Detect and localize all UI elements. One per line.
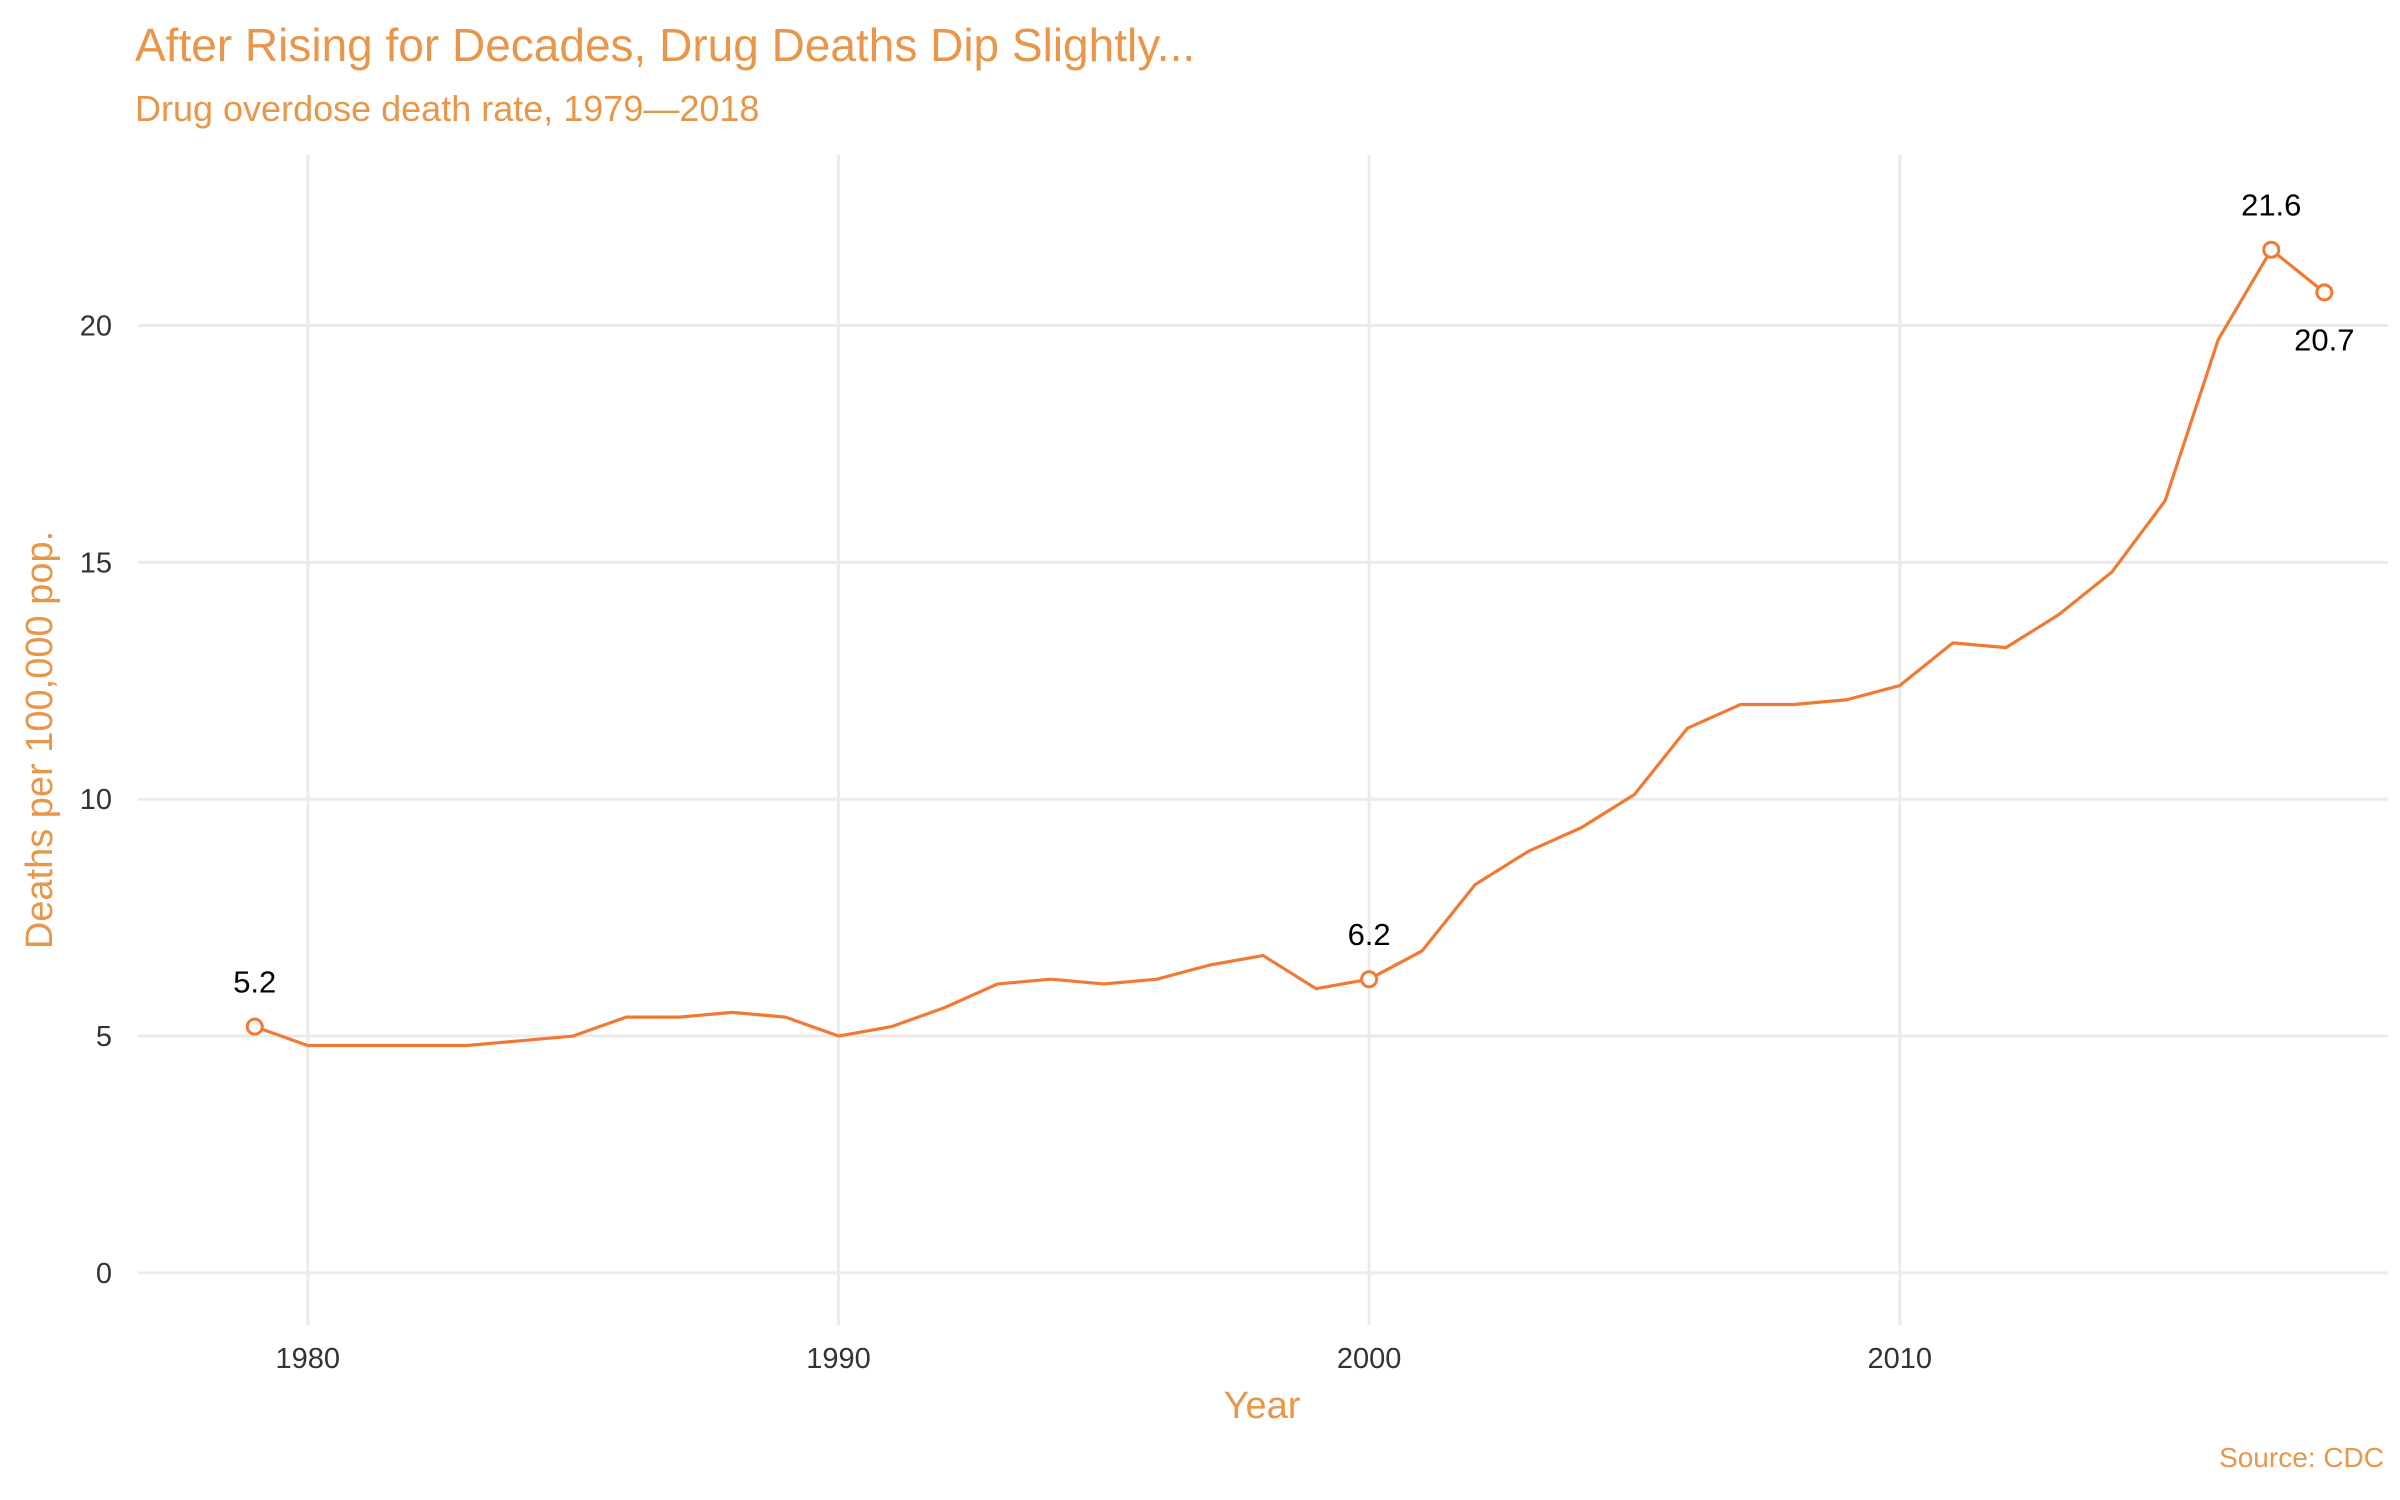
annotation-label: 21.6 xyxy=(2241,188,2301,223)
y-tick-label: 15 xyxy=(80,547,112,579)
y-tick-label: 20 xyxy=(80,311,112,343)
x-axis-title: Year xyxy=(1224,1385,1301,1427)
annotation-label: 20.7 xyxy=(2294,322,2354,357)
x-tick-label: 1980 xyxy=(276,1343,341,1375)
x-axis-ticks: 1980 1990 2000 2010 xyxy=(276,1343,1932,1375)
annotation-marker xyxy=(2315,283,2334,302)
y-axis-title: Deaths per 100,000 pop. xyxy=(19,531,61,949)
x-tick-label: 2000 xyxy=(1337,1343,1402,1375)
annotation-markers xyxy=(245,240,2334,1036)
annotation-labels: 5.2 6.2 21.6 20.7 xyxy=(233,188,2354,1000)
annotation-marker xyxy=(245,1017,264,1036)
grid-lines xyxy=(138,155,2388,1325)
chart-subtitle: Drug overdose death rate, 1979—2018 xyxy=(135,88,760,129)
x-tick-label: 1990 xyxy=(806,1343,871,1375)
x-tick-label: 2010 xyxy=(1868,1343,1933,1375)
y-tick-label: 10 xyxy=(80,784,112,816)
annotation-marker xyxy=(2262,240,2281,259)
y-tick-label: 0 xyxy=(96,1258,112,1290)
series-line xyxy=(254,248,2326,1048)
chart-title: After Rising for Decades, Drug Deaths Di… xyxy=(135,19,1196,71)
source-caption: Source: CDC xyxy=(2219,1442,2384,1473)
annotation-marker xyxy=(1360,970,1379,989)
annotation-label: 6.2 xyxy=(1348,917,1391,952)
annotation-label: 5.2 xyxy=(233,965,276,1000)
y-tick-label: 5 xyxy=(96,1021,112,1053)
y-axis-ticks: 0 5 10 15 20 xyxy=(80,311,112,1290)
